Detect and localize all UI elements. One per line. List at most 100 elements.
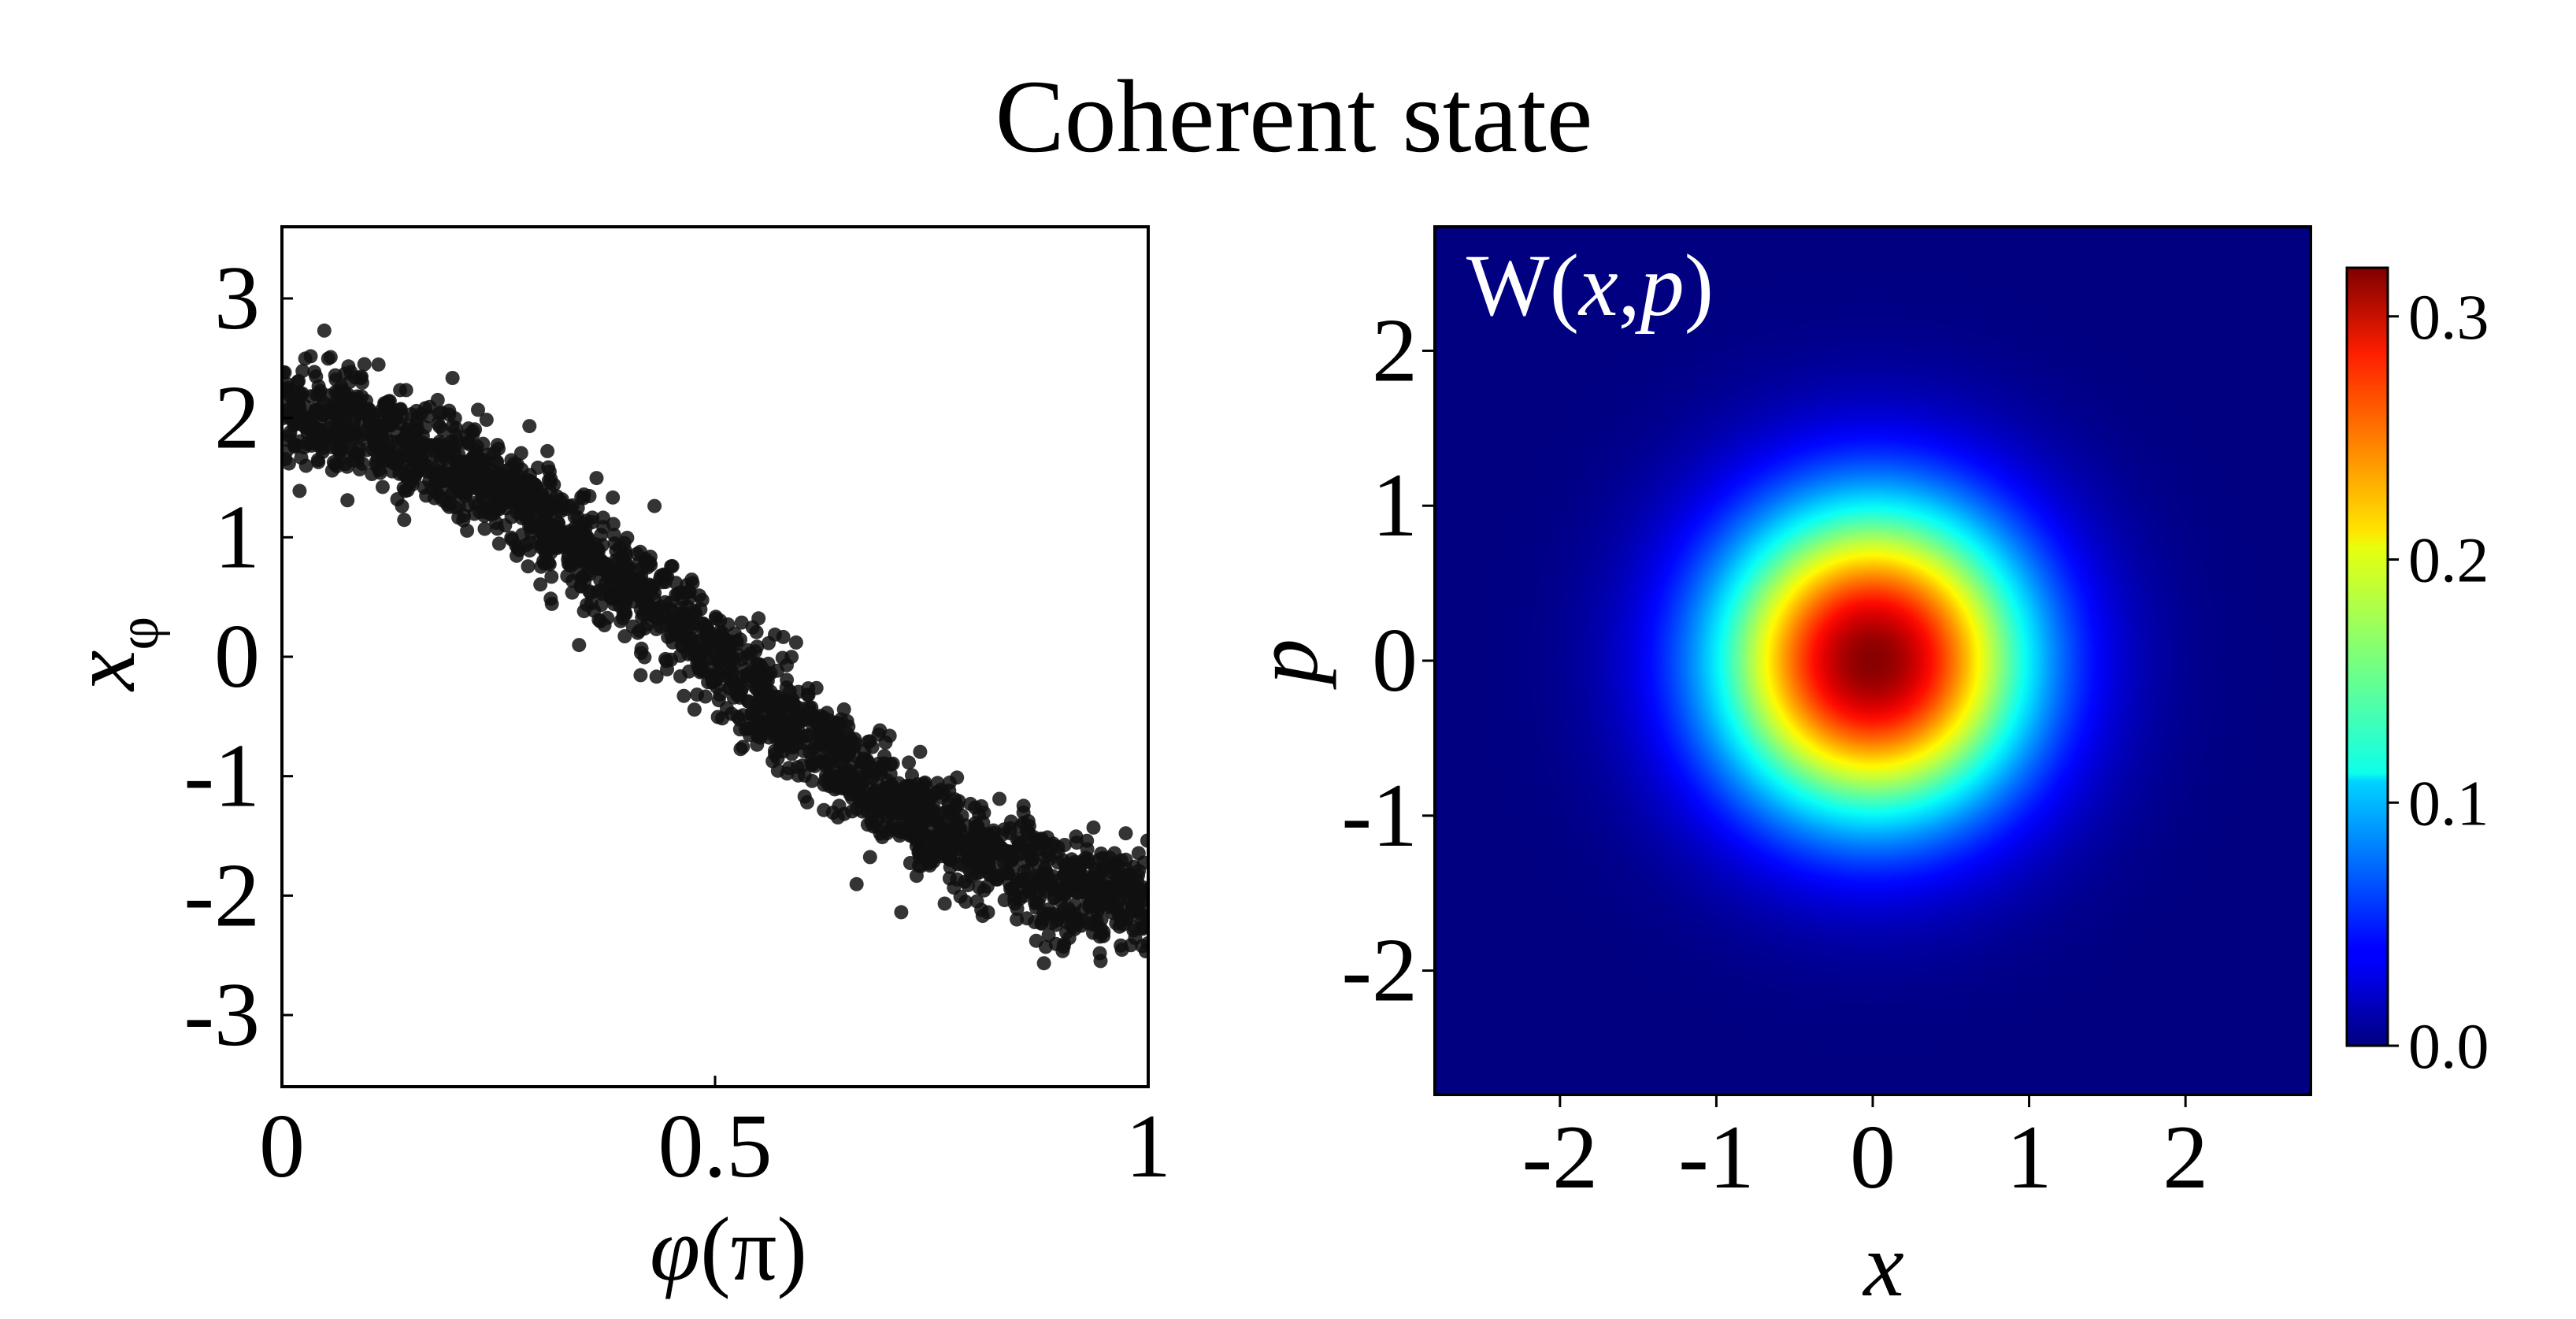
heatmap-y-ticks: 2 1 0 -1 -2 [1341, 300, 1435, 1021]
scatter-point [988, 849, 1003, 864]
scatter-point [757, 720, 772, 735]
colorbar-gradient [2347, 268, 2388, 1046]
scatter-point [546, 502, 561, 517]
scatter-point [468, 422, 483, 437]
scatter-point [369, 454, 384, 469]
scatter-point [357, 357, 372, 372]
scatter-point [593, 584, 608, 598]
scatter-point [749, 624, 764, 639]
scatter-point [332, 427, 347, 442]
scatter-point [634, 646, 648, 661]
scatter-point [801, 681, 816, 696]
scatter-point [958, 874, 973, 889]
scatter-point [782, 684, 797, 698]
scatter-point [788, 635, 803, 650]
scatter-point [608, 591, 623, 606]
scatter-point [892, 828, 907, 843]
scatter-point [1133, 906, 1148, 921]
scatter-point [1020, 911, 1034, 926]
scatter-point [401, 433, 416, 448]
figure-title: Coherent state [995, 58, 1593, 174]
scatter-point [433, 482, 448, 497]
scatter-point [521, 559, 536, 574]
scatter-point [395, 409, 410, 424]
scatter-point [606, 490, 621, 505]
scatter-point [490, 438, 505, 453]
x-tick-label: 0 [1850, 1107, 1896, 1208]
scatter-point [843, 787, 858, 802]
scatter-point [477, 508, 491, 523]
scatter-point [407, 471, 422, 486]
scatter-point [547, 477, 562, 492]
scatter-point [1030, 858, 1045, 873]
scatter-point [1051, 855, 1066, 870]
scatter-point [776, 744, 791, 759]
scatter-point [936, 790, 951, 805]
scatter-point [580, 529, 595, 544]
scatter-point [491, 536, 506, 551]
scatter-point [785, 696, 800, 711]
scatter-point [669, 614, 684, 629]
scatter-point [1067, 906, 1081, 921]
colorbar-tick-label: 0.3 [2408, 281, 2489, 353]
scatter-point [324, 463, 339, 478]
scatter-point [341, 359, 356, 374]
scatter-point [779, 721, 794, 735]
scatter-point [725, 666, 739, 681]
scatter-point [375, 480, 390, 495]
scatter-point [676, 688, 691, 703]
scatter-point [1041, 928, 1056, 943]
scatter-point [821, 756, 836, 771]
scatter-point [617, 554, 632, 569]
scatter-point [713, 687, 728, 702]
scatter-point [332, 396, 347, 411]
scatter-point [1135, 939, 1148, 954]
scatter-point [522, 518, 537, 533]
scatter-point [951, 794, 966, 809]
scatter-point [922, 809, 937, 824]
scatter-point [461, 498, 476, 513]
scatter-point [886, 786, 901, 801]
scatter-point [535, 487, 550, 502]
scatter-point [1029, 933, 1043, 948]
scatter-point [1130, 895, 1145, 910]
scatter-point [565, 573, 580, 588]
heatmap-image [1435, 227, 2311, 1095]
scatter-point [600, 560, 615, 575]
scatter-point [773, 731, 787, 746]
scatter-point [1132, 863, 1147, 878]
scatter-point [695, 616, 710, 631]
scatter-point [309, 435, 324, 450]
scatter-point [734, 615, 749, 630]
scatter-point [744, 720, 759, 735]
scatter-point [770, 663, 784, 678]
scatter-point [844, 804, 859, 819]
scatter-point [1034, 916, 1049, 931]
scatter-point [1095, 850, 1110, 865]
scatter-point [350, 389, 365, 404]
y-tick-label: -2 [183, 845, 260, 946]
scatter-point [295, 364, 310, 379]
scatter-point [947, 880, 962, 895]
scatter-point [540, 443, 555, 458]
scatter-point [460, 523, 475, 538]
scatter-point [974, 902, 989, 917]
colorbar: 0.0 0.1 0.2 0.3 [2345, 266, 2489, 1082]
scatter-point [287, 439, 302, 454]
scatter-point [413, 407, 428, 421]
scatter-point [512, 498, 527, 513]
colorbar-ticks: 0.0 0.1 0.2 0.3 [2388, 281, 2489, 1082]
scatter-point [862, 850, 877, 865]
scatter-point [807, 711, 822, 726]
scatter-point [913, 744, 928, 759]
scatter-point [629, 587, 644, 602]
y-tick-label: -1 [1341, 765, 1418, 866]
scatter-point [584, 551, 599, 566]
scatter-point [543, 591, 558, 606]
scatter-point [597, 618, 612, 632]
scatter-point [1118, 826, 1133, 841]
wigner-heatmap: W(x,p) -2 -1 0 1 2 2 1 0 -1 -2 x p [1236, 225, 2312, 1316]
scatter-point [693, 602, 708, 617]
scatter-point [445, 371, 460, 385]
y-tick-label: -3 [183, 965, 260, 1065]
